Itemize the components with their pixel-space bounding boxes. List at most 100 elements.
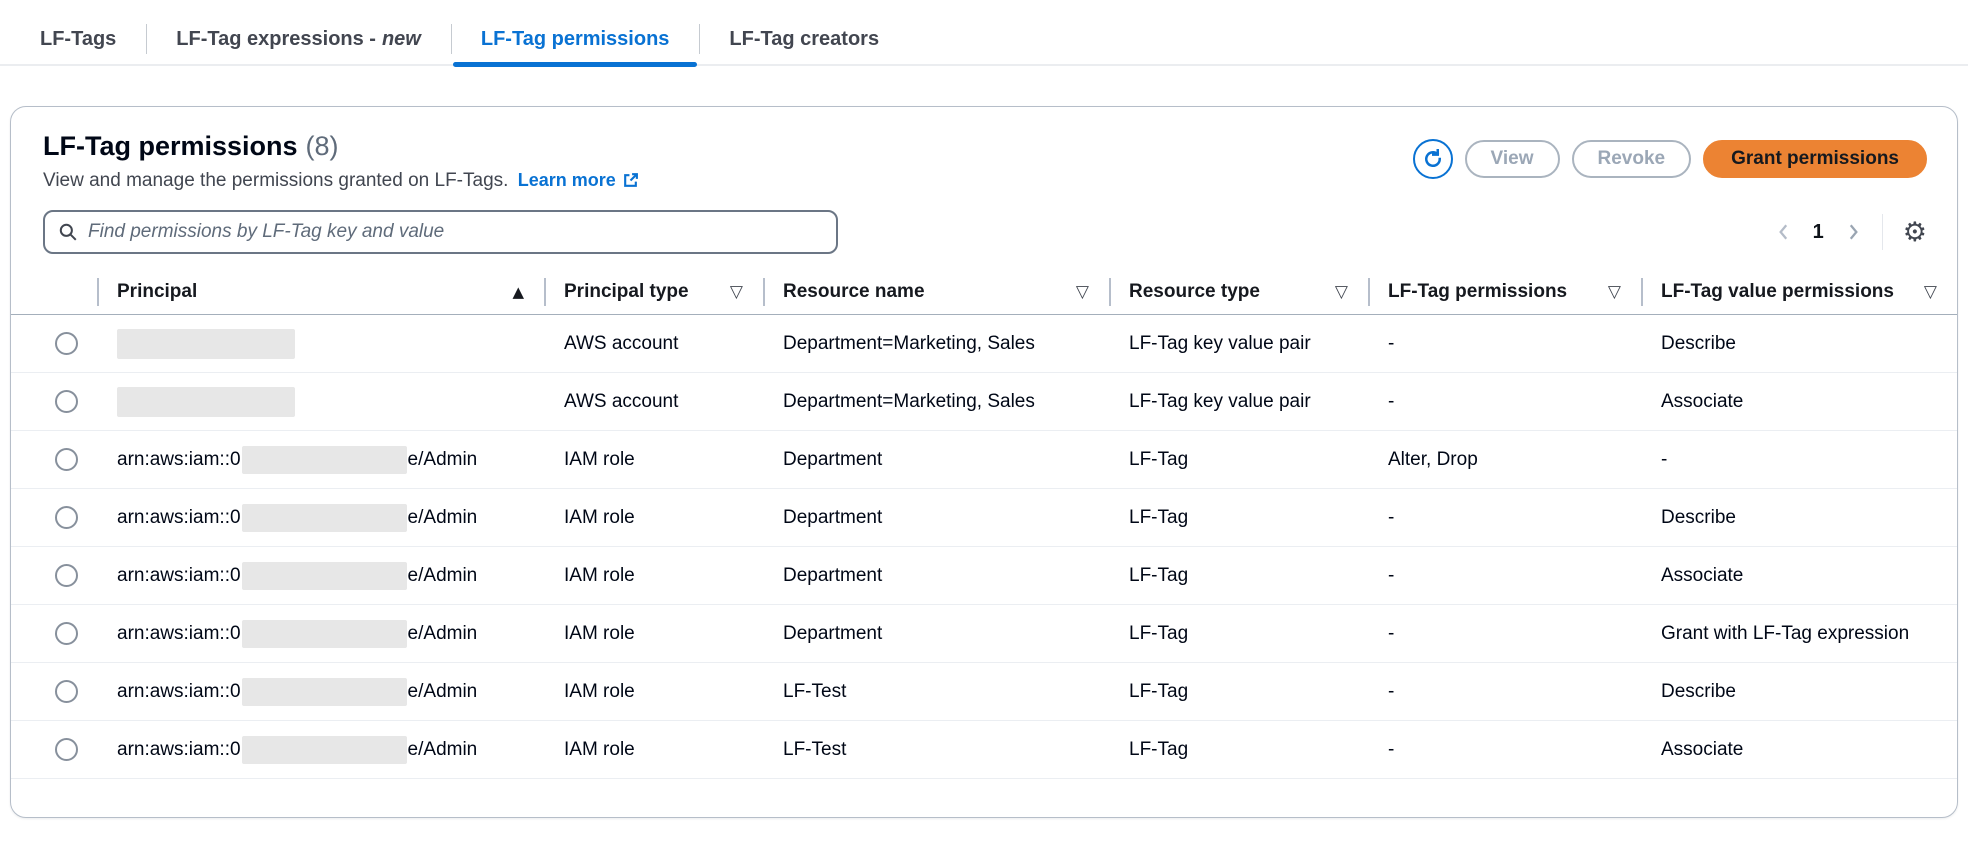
lf-tag-permissions-panel: LF-Tag permissions (8) View and manage th… [10, 106, 1958, 818]
cell-lf-tag-value-permissions: Describe [1661, 332, 1736, 354]
tab-lf-tags[interactable]: LF-Tags [10, 14, 146, 64]
row-radio-button[interactable] [55, 680, 78, 703]
page-title: LF-Tag permissions (8) [43, 131, 639, 162]
cell-lf-tag-value-permissions: - [1641, 430, 1957, 489]
table-row[interactable]: arn:aws:iam::0 e/Admin IAM role Department L… [11, 546, 1957, 605]
learn-more-link[interactable]: Learn more [518, 170, 639, 191]
table-row[interactable]: AWS account Department=Marketing, Sales LF… [11, 372, 1957, 431]
cell-lf-tag-permissions: - [1368, 662, 1641, 721]
cell-lf-tag-value-permissions: Associate [1641, 720, 1957, 779]
tab-lf-tag-expressions[interactable]: LF-Tag expressions - new [146, 14, 451, 64]
cell-lf-tag-permissions: - [1368, 488, 1641, 547]
principal-text: e/Admin [407, 448, 478, 470]
tab-label: LF-Tag creators [729, 27, 880, 50]
cell-resource-type: LF-Tag key value pair [1109, 372, 1368, 431]
cell-principal: arn:aws:iam::0 e/Admin [97, 488, 544, 547]
cell-select [11, 488, 97, 547]
panel-title-text: LF-Tag permissions [43, 131, 298, 161]
search-box[interactable] [43, 210, 838, 254]
table-header-row: Principal ▲ Principal type ▽ Resource name ▽ R… [11, 270, 1957, 315]
cell-lf-tag-permissions: - [1368, 546, 1641, 605]
cell-resource-type: LF-Tag [1109, 720, 1368, 779]
principal-text: arn:aws:iam::0 [117, 564, 241, 586]
redacted-value [241, 445, 407, 474]
row-radio-button[interactable] [55, 448, 78, 471]
table-settings-button[interactable]: ⚙ [1899, 219, 1931, 246]
current-page-number[interactable]: 1 [1812, 220, 1824, 243]
row-radio-button[interactable] [55, 332, 78, 355]
table-row[interactable]: arn:aws:iam::0 e/Admin IAM role LF-Test LF-T… [11, 720, 1957, 779]
sort-ascending-icon[interactable]: ▲ [512, 283, 524, 301]
refresh-button[interactable] [1412, 139, 1453, 179]
principal-text: arn:aws:iam::0 [117, 622, 241, 644]
cell-select [11, 546, 97, 605]
cell-select [11, 430, 97, 489]
sortable-icon[interactable]: ▽ [1607, 282, 1621, 302]
row-radio-button[interactable] [55, 390, 78, 413]
column-header-resource-name[interactable]: Resource name ▽ [763, 270, 1109, 315]
cell-resource-type: LF-Tag [1109, 662, 1368, 721]
cell-principal [97, 372, 544, 431]
column-header-lf-tag-permissions[interactable]: LF-Tag permissions ▽ [1368, 270, 1641, 315]
cell-principal: arn:aws:iam::0 e/Admin [97, 720, 544, 779]
cell-resource-name: LF-Test [763, 662, 1109, 721]
cell-principal-type: IAM role [544, 662, 763, 721]
column-header-lf-tag-value-permissions[interactable]: LF-Tag value permissions ▽ [1641, 270, 1957, 315]
cell-lf-tag-permissions: - [1368, 720, 1641, 779]
sortable-icon[interactable]: ▽ [1923, 282, 1937, 302]
cell-resource-name: Department [763, 430, 1109, 489]
row-radio-button[interactable] [55, 506, 78, 529]
sortable-icon[interactable]: ▽ [729, 282, 743, 302]
pagination-divider [1881, 214, 1883, 250]
cell-lf-tag-value-permissions: Describe [1641, 488, 1957, 547]
cell-resource-name: Department [763, 604, 1109, 663]
previous-page-button[interactable] [1771, 219, 1797, 245]
column-header-principal[interactable]: Principal ▲ [97, 270, 544, 315]
panel-header: LF-Tag permissions (8) View and manage th… [11, 107, 1957, 192]
principal-text: e/Admin [407, 506, 478, 528]
item-count: (8) [305, 131, 339, 161]
principal-text: arn:aws:iam::0 [117, 680, 241, 702]
cell-lf-tag-permissions: - [1388, 332, 1395, 354]
table-tools-row: 1 ⚙ [11, 192, 1957, 266]
revoke-button[interactable]: Revoke [1571, 140, 1692, 178]
tab-label: LF-Tags [40, 27, 117, 50]
table-row[interactable]: arn:aws:iam::0 e/Admin IAM role Department L… [11, 604, 1957, 663]
principal-text: arn:aws:iam::0 [117, 448, 241, 470]
principal-text: arn:aws:iam::0 [117, 738, 241, 760]
tab-lf-tag-permissions[interactable]: LF-Tag permissions [451, 14, 700, 67]
table-row[interactable]: arn:aws:iam::0 e/Admin IAM role LF-Test LF-T… [11, 662, 1957, 721]
row-radio-button[interactable] [55, 564, 78, 587]
cell-principal-type: IAM role [544, 546, 763, 605]
chevron-left-icon [1778, 224, 1787, 240]
table-row[interactable]: arn:aws:iam::0 e/Admin IAM role Department L… [11, 488, 1957, 547]
sortable-icon[interactable]: ▽ [1075, 282, 1089, 302]
table-row[interactable]: AWS account Department=Marketing, Sales LF… [11, 315, 1957, 373]
cell-resource-name: LF-Test [763, 720, 1109, 779]
selection-column-header [11, 270, 97, 315]
search-input[interactable] [88, 221, 823, 243]
column-header-resource-type[interactable]: Resource type ▽ [1109, 270, 1368, 315]
grant-permissions-button[interactable]: Grant permissions [1703, 140, 1927, 178]
cell-principal: arn:aws:iam::0 e/Admin [97, 662, 544, 721]
chevron-right-icon [1849, 224, 1858, 240]
search-icon [59, 223, 77, 241]
cell-select [11, 720, 97, 779]
sortable-icon[interactable]: ▽ [1334, 282, 1348, 302]
principal-text: e/Admin [407, 738, 478, 760]
next-page-button[interactable] [1840, 219, 1866, 245]
cell-principal: arn:aws:iam::0 e/Admin [97, 604, 544, 663]
row-radio-button[interactable] [55, 622, 78, 645]
lf-tags-tab-bar: LF-Tags LF-Tag expressions - new LF-Tag … [0, 14, 1968, 67]
row-radio-button[interactable] [55, 738, 78, 761]
view-button[interactable]: View [1464, 140, 1560, 178]
cell-lf-tag-permissions: - [1368, 604, 1641, 663]
table-row[interactable]: arn:aws:iam::0 e/Admin IAM role Department L… [11, 430, 1957, 489]
tab-lf-tag-creators[interactable]: LF-Tag creators [699, 14, 909, 64]
cell-lf-tag-permissions: - [1368, 372, 1641, 431]
column-header-principal-type[interactable]: Principal type ▽ [544, 270, 763, 315]
column-label: LF-Tag value permissions [1661, 281, 1894, 302]
tab-label: LF-Tag permissions [480, 27, 670, 50]
refresh-icon [1424, 149, 1441, 168]
cell-principal-type: IAM role [544, 720, 763, 779]
